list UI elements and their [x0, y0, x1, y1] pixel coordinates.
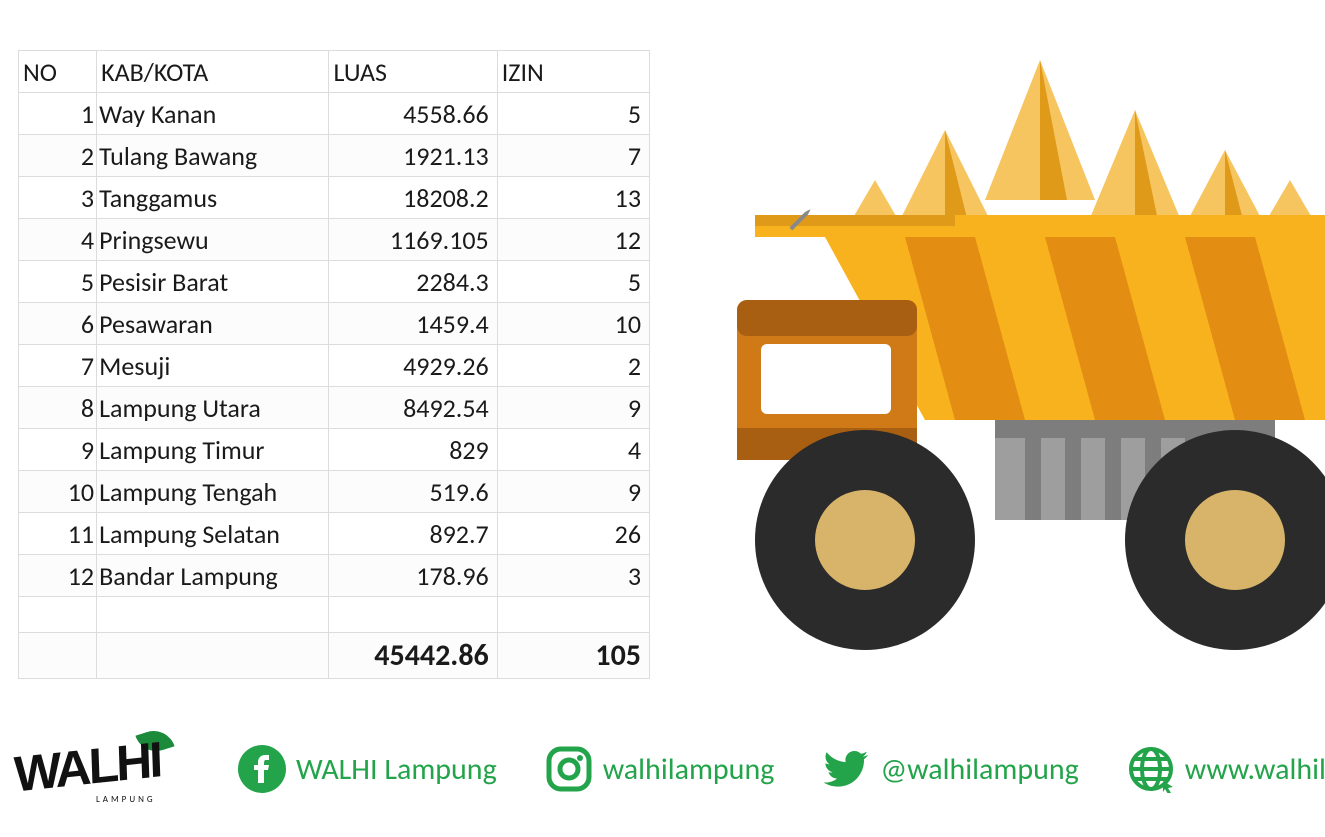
cell-izin: 9	[497, 471, 649, 513]
cell-kab: Tulang Bawang	[97, 135, 329, 177]
walhi-logo-subtext: LAMPUNG	[96, 794, 156, 805]
cell-luas: 519.6	[329, 471, 497, 513]
cell-luas: 4558.66	[329, 93, 497, 135]
table-row: 3Tanggamus18208.213	[19, 177, 650, 219]
cell-kab: Pesisir Barat	[97, 261, 329, 303]
cell-kab: Lampung Timur	[97, 429, 329, 471]
cell-no: 10	[19, 471, 97, 513]
cell-no: 12	[19, 555, 97, 597]
cell-luas: 178.96	[329, 555, 497, 597]
cell-izin: 13	[497, 177, 649, 219]
cell-izin: 5	[497, 261, 649, 303]
cell-izin: 3	[497, 555, 649, 597]
cell-kab: Way Kanan	[97, 93, 329, 135]
cell-izin: 4	[497, 429, 649, 471]
cell-kab: Lampung Tengah	[97, 471, 329, 513]
social-twitter-label: @walhilampung	[880, 751, 1078, 788]
social-instagram[interactable]: walhilampung	[545, 745, 775, 793]
cell-luas: 18208.2	[329, 177, 497, 219]
table-row: 11Lampung Selatan892.726	[19, 513, 650, 555]
cell-no: 5	[19, 261, 97, 303]
cell-kab: Tanggamus	[97, 177, 329, 219]
cell-no: 7	[19, 345, 97, 387]
col-header-izin: IZIN	[497, 51, 649, 93]
cell-izin: 5	[497, 93, 649, 135]
total-izin: 105	[497, 633, 649, 679]
social-facebook-label: WALHI Lampung	[296, 751, 497, 788]
data-table-container: NO KAB/KOTA LUAS IZIN 1Way Kanan4558.665…	[18, 50, 650, 679]
cell-luas: 829	[329, 429, 497, 471]
cell-izin: 2	[497, 345, 649, 387]
social-website[interactable]: www.walhila	[1127, 745, 1325, 793]
cell-luas: 4929.26	[329, 345, 497, 387]
cell-kab: Bandar Lampung	[97, 555, 329, 597]
table-row: 8Lampung Utara8492.549	[19, 387, 650, 429]
walhi-logo: WALHI LAMPUNG	[10, 724, 190, 814]
facebook-icon	[238, 745, 286, 793]
globe-icon	[1127, 745, 1175, 793]
cell-kab: Pesawaran	[97, 303, 329, 345]
cell-luas: 8492.54	[329, 387, 497, 429]
mining-truck-illustration	[695, 40, 1325, 660]
cell-luas: 892.7	[329, 513, 497, 555]
cell-luas: 1459.4	[329, 303, 497, 345]
walhi-logo-text: WALHI	[13, 730, 161, 803]
cell-no: 1	[19, 93, 97, 135]
cell-no: 4	[19, 219, 97, 261]
social-website-label: www.walhila	[1185, 751, 1325, 788]
table-row: 10Lampung Tengah519.69	[19, 471, 650, 513]
table-row: 5Pesisir Barat2284.35	[19, 261, 650, 303]
table-row: 12Bandar Lampung178.963	[19, 555, 650, 597]
footer-social-bar: WALHI LAMPUNG WALHI Lampung walhilampung…	[0, 719, 1325, 819]
social-instagram-label: walhilampung	[603, 751, 775, 788]
total-luas: 45442.86	[329, 633, 497, 679]
cell-izin: 7	[497, 135, 649, 177]
table-row: 2Tulang Bawang1921.137	[19, 135, 650, 177]
cell-luas: 1921.13	[329, 135, 497, 177]
cell-no: 2	[19, 135, 97, 177]
col-header-kab: KAB/KOTA	[97, 51, 329, 93]
cell-kab: Lampung Selatan	[97, 513, 329, 555]
cell-no: 11	[19, 513, 97, 555]
cell-kab: Pringsewu	[97, 219, 329, 261]
instagram-icon	[545, 745, 593, 793]
col-header-no: NO	[19, 51, 97, 93]
cell-no: 9	[19, 429, 97, 471]
cell-izin: 9	[497, 387, 649, 429]
col-header-luas: LUAS	[329, 51, 497, 93]
kabupaten-table: NO KAB/KOTA LUAS IZIN 1Way Kanan4558.665…	[18, 50, 650, 679]
table-row: 6Pesawaran1459.410	[19, 303, 650, 345]
cell-luas: 2284.3	[329, 261, 497, 303]
cell-izin: 12	[497, 219, 649, 261]
twitter-icon	[822, 745, 870, 793]
table-row: 4Pringsewu1169.10512	[19, 219, 650, 261]
table-row: 7Mesuji4929.262	[19, 345, 650, 387]
table-header-row: NO KAB/KOTA LUAS IZIN	[19, 51, 650, 93]
table-spacer-row	[19, 597, 650, 633]
cell-no: 8	[19, 387, 97, 429]
table-total-row: 45442.86105	[19, 633, 650, 679]
table-row: 9Lampung Timur8294	[19, 429, 650, 471]
cell-izin: 26	[497, 513, 649, 555]
social-facebook[interactable]: WALHI Lampung	[238, 745, 497, 793]
table-row: 1Way Kanan4558.665	[19, 93, 650, 135]
cell-kab: Mesuji	[97, 345, 329, 387]
cell-izin: 10	[497, 303, 649, 345]
cell-luas: 1169.105	[329, 219, 497, 261]
cell-no: 3	[19, 177, 97, 219]
cell-kab: Lampung Utara	[97, 387, 329, 429]
cell-no: 6	[19, 303, 97, 345]
social-twitter[interactable]: @walhilampung	[822, 745, 1078, 793]
